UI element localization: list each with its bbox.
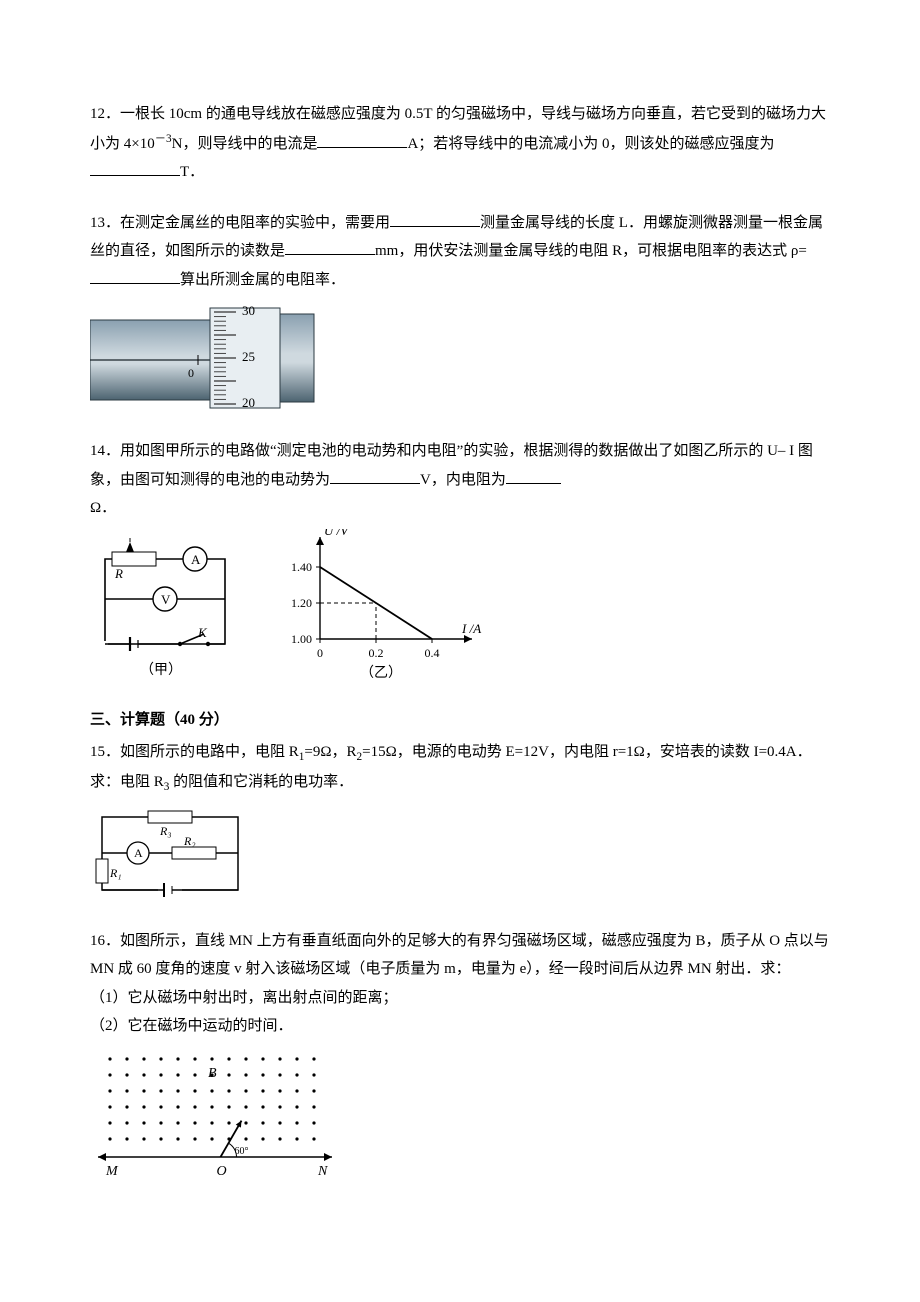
svg-text:O: O (217, 1164, 227, 1179)
q16-p2: （2）它在磁场中运动的时间． (90, 1012, 830, 1041)
q13-blank-3[interactable] (90, 268, 180, 284)
question-14: 14．用如图甲所示的电路做“测定电池的电动势和内电阻”的实验，根据测得的数据做出… (90, 437, 830, 684)
q15-text-a: 如图所示的电路中，电阻 R (120, 744, 299, 760)
q15-num: 15． (90, 744, 120, 760)
svg-text:I /A: I /A (461, 621, 481, 636)
q15-ask-b: 的阻值和它消耗的电功率． (169, 774, 353, 790)
question-12: 12．一根长 10cm 的通电导线放在磁感应强度为 0.5T 的匀强磁场中，导线… (90, 100, 830, 187)
svg-text:30: 30 (242, 303, 255, 318)
svg-text:K: K (197, 625, 208, 640)
q13-blank-1[interactable] (390, 211, 480, 227)
svg-text:（乙）: （乙） (360, 665, 402, 681)
q12-blank-1[interactable] (317, 132, 407, 148)
q13-blank-2[interactable] (285, 239, 375, 255)
svg-text:U /V: U /V (324, 529, 350, 538)
svg-text:25: 25 (242, 349, 255, 364)
svg-text:（甲）: （甲） (140, 662, 182, 678)
q15-figure: R₃ A R₂ R₁ (90, 805, 830, 905)
svg-text:A: A (134, 846, 143, 860)
q12-num: 12． (90, 106, 120, 122)
q13-text-c: mm，用伏安法测量金属导线的电阻 R，可根据电阻率的表达式 ρ= (375, 243, 807, 259)
svg-text:R: R (114, 566, 123, 581)
svg-text:R₃: R₃ (159, 824, 172, 838)
q16-text-a: 如图所示，直线 MN 上方有垂直纸面向外的足够大的有界匀强磁场区域，磁感应强度为… (90, 933, 829, 978)
q15-ask: 求：电阻 R (90, 774, 164, 790)
q12-text-c: A；若将导线中的电流减小为 0，则该处的磁感应强度为 (407, 136, 774, 152)
question-16: 16．如图所示，直线 MN 上方有垂直纸面向外的足够大的有界匀强磁场区域，磁感应… (90, 927, 830, 1202)
svg-text:60°: 60° (235, 1146, 249, 1157)
svg-text:A: A (191, 552, 201, 567)
q12-text-d: T． (180, 164, 204, 180)
svg-text:1.40: 1.40 (291, 560, 312, 574)
section-3-title: 三、计算题（40 分） (90, 706, 830, 735)
q13-text-d: 算出所测金属的电阻率． (180, 272, 345, 288)
q16-p1: （1）它从磁场中射出时，离出射点间的距离； (90, 984, 830, 1013)
q14-blank-1[interactable] (330, 468, 420, 484)
field-svg: B M O N 60° (90, 1047, 340, 1202)
svg-text:N: N (317, 1164, 328, 1179)
q14-num: 14． (90, 443, 120, 459)
q13-text-a: 在测定金属丝的电阻率的实验中，需要用 (120, 215, 390, 231)
question-13: 13．在测定金属丝的电阻率的实验中，需要用测量金属导线的长度 L．用螺旋测微器测… (90, 209, 830, 416)
svg-text:R₂: R₂ (183, 834, 196, 848)
q15-text-b: =9Ω，R (304, 744, 356, 760)
q16-num: 16． (90, 933, 120, 949)
svg-text:M: M (105, 1164, 119, 1179)
svg-text:1.20: 1.20 (291, 596, 312, 610)
circuit-jia-svg: R A V K （甲） (90, 534, 240, 684)
q13-figure: 0 30 25 20 (90, 300, 830, 415)
q12-exp: －3 (155, 133, 172, 145)
svg-text:R₁: R₁ (109, 866, 122, 880)
svg-text:0: 0 (317, 646, 323, 660)
q14-figures: R A V K （甲） U /V I /A 1.00 1.20 1.40 0 0.2 0.4 （乙） (90, 529, 830, 684)
q12-text-b: N，则导线中的电流是 (172, 136, 318, 152)
q14-blank-2[interactable] (506, 468, 561, 484)
q16-figure: B M O N 60° (90, 1047, 830, 1202)
q15-text-c: =15Ω，电源的电动势 E=12V，内电阻 r=1Ω，安培表的读数 I=0.4A… (362, 744, 811, 760)
svg-text:1.00: 1.00 (291, 632, 312, 646)
q14-text-c: Ω． (90, 500, 116, 516)
svg-text:B: B (208, 1066, 217, 1081)
svg-text:0.4: 0.4 (425, 646, 440, 660)
svg-text:0.2: 0.2 (369, 646, 384, 660)
circuit-15-svg: R₃ A R₂ R₁ (90, 805, 250, 905)
micrometer-svg: 0 30 25 20 (90, 300, 315, 415)
q14-text-b: V，内电阻为 (420, 472, 506, 488)
svg-text:20: 20 (242, 395, 255, 410)
svg-text:0: 0 (188, 366, 194, 380)
question-15: 15．如图所示的电路中，电阻 R1=9Ω，R2=15Ω，电源的电动势 E=12V… (90, 738, 830, 905)
graph-yi-svg: U /V I /A 1.00 1.20 1.40 0 0.2 0.4 （乙） (268, 529, 488, 684)
svg-text:V: V (161, 592, 171, 607)
q12-blank-2[interactable] (90, 160, 180, 176)
q13-num: 13． (90, 215, 120, 231)
